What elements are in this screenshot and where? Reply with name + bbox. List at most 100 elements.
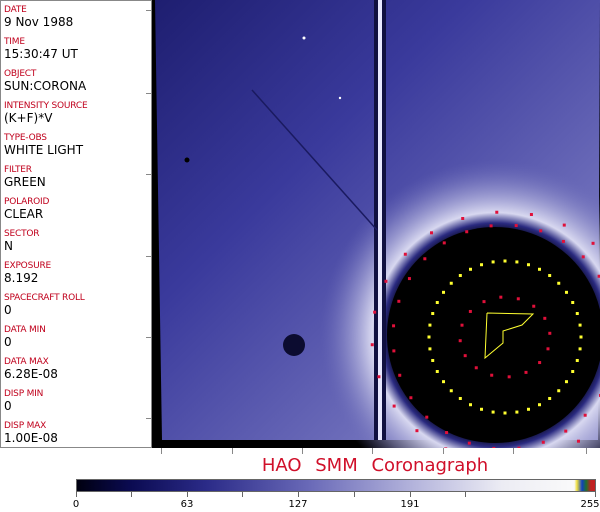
axis-tick: [372, 448, 373, 454]
overlay-point-yellow: [480, 263, 484, 267]
field-label: TYPE-OBS: [4, 133, 47, 143]
axis-tick: [146, 256, 152, 257]
overlay-point-yellow: [491, 410, 495, 414]
axis-tick: [146, 93, 152, 94]
overlay-point-red: [409, 396, 413, 400]
overlay-point-yellow: [578, 323, 582, 327]
overlay-point-yellow: [526, 263, 530, 267]
field-label: FILTER: [4, 165, 32, 175]
field-value: 9 Nov 1988: [4, 15, 74, 29]
overlay-point-red: [581, 255, 585, 259]
field-value: 0: [4, 303, 12, 317]
field-value: (K+F)*V: [4, 111, 53, 125]
overlay-point-yellow: [526, 407, 530, 411]
overlay-point-red: [482, 300, 486, 304]
overlay-point-yellow: [515, 410, 519, 414]
field-label: DISP MAX: [4, 421, 47, 431]
overlay-point-yellow: [458, 274, 462, 278]
overlay-point-red: [445, 431, 449, 435]
overlay-point-red: [403, 252, 407, 256]
overlay-point-yellow: [449, 389, 453, 393]
field-value: GREEN: [4, 175, 46, 189]
axis-tick: [443, 448, 444, 454]
axis-tick: [146, 418, 152, 419]
overlay-point-yellow: [428, 323, 432, 327]
overlay-point-yellow: [579, 335, 583, 339]
overlay-point-yellow: [442, 380, 446, 384]
overlay-point-red: [458, 339, 462, 343]
overlay-point-red: [392, 349, 396, 353]
star: [302, 36, 306, 40]
overlay-point-red: [507, 375, 511, 379]
overlay-point-yellow: [578, 347, 582, 351]
overlay-point-red: [538, 361, 542, 365]
overlay-point-red: [465, 230, 469, 234]
overlay-point-yellow: [538, 403, 542, 407]
axis-tick: [232, 448, 233, 454]
overlay-point-red: [562, 223, 566, 227]
colorbar-tick-label: 0: [72, 499, 80, 510]
overlay-point-red: [392, 404, 396, 408]
colorbar: [76, 479, 596, 492]
overlay-point-yellow: [431, 312, 435, 316]
overlay-point-red: [539, 229, 543, 233]
region-outline: [484, 312, 535, 360]
overlay-point-yellow: [564, 290, 568, 294]
info-field: DISP MAX 1.00E-08: [4, 421, 58, 445]
overlay-point-red: [532, 304, 536, 308]
field-value: CLEAR: [4, 207, 44, 221]
overlay-point-red: [591, 241, 595, 245]
dust-spot: [283, 334, 305, 356]
field-label: DATE: [4, 5, 27, 15]
field-value: 1.00E-08: [4, 431, 58, 445]
field-label: EXPOSURE: [4, 261, 52, 271]
overlay-point-red: [541, 440, 545, 444]
overlay-point-red: [398, 373, 402, 377]
overlay-point-yellow: [564, 380, 568, 384]
field-label: OBJECT: [4, 69, 37, 79]
field-label: SECTOR: [4, 229, 40, 239]
overlay-point-yellow: [458, 396, 462, 400]
info-field: DATE 9 Nov 1988: [4, 5, 73, 29]
overlay-point-red: [370, 343, 374, 347]
overlay-point-red: [474, 366, 478, 370]
dust-spot: [184, 157, 190, 163]
overlay-point-yellow: [548, 396, 552, 400]
axis-tick: [146, 337, 152, 338]
overlay-point-yellow: [515, 260, 519, 264]
overlay-point-red: [516, 297, 520, 301]
colorbar-tick: [298, 492, 299, 497]
overlay-point-red: [576, 439, 580, 443]
field-label: DATA MAX: [4, 357, 49, 367]
overlay-point-red: [392, 324, 396, 328]
overlay-point-red: [548, 331, 552, 335]
overlay-point-yellow: [575, 312, 579, 316]
overlay-point-red: [489, 224, 493, 228]
overlay-point-yellow: [503, 259, 507, 263]
overlay-point-yellow: [557, 281, 561, 285]
field-value: 0: [4, 399, 12, 413]
colorbar-tick: [465, 492, 466, 497]
overlay-point-red: [468, 309, 472, 313]
overlay-point-yellow: [571, 300, 575, 304]
overlay-point-red: [373, 310, 377, 314]
field-value: 0: [4, 335, 12, 349]
overlay-point-yellow: [428, 347, 432, 351]
axis-tick: [161, 448, 162, 454]
field-label: TIME: [4, 37, 25, 47]
colorbar-tick: [410, 492, 411, 497]
overlay-point-yellow: [480, 407, 484, 411]
axis-tick: [513, 448, 514, 454]
info-field: DISP MIN 0: [4, 389, 43, 413]
axis-tick: [146, 174, 152, 175]
overlay-point-yellow: [468, 267, 472, 271]
overlay-point-yellow: [575, 358, 579, 362]
overlay-point-yellow: [435, 300, 439, 304]
field-label: SPACECRAFT ROLL: [4, 293, 85, 303]
overlay-point-red: [397, 299, 401, 303]
overlay-point-red: [492, 446, 496, 450]
star: [338, 96, 342, 100]
colorbar-tick-label: 127: [288, 499, 308, 510]
axis-tick: [302, 448, 303, 454]
info-field: TYPE-OBS WHITE LIGHT: [4, 133, 83, 157]
